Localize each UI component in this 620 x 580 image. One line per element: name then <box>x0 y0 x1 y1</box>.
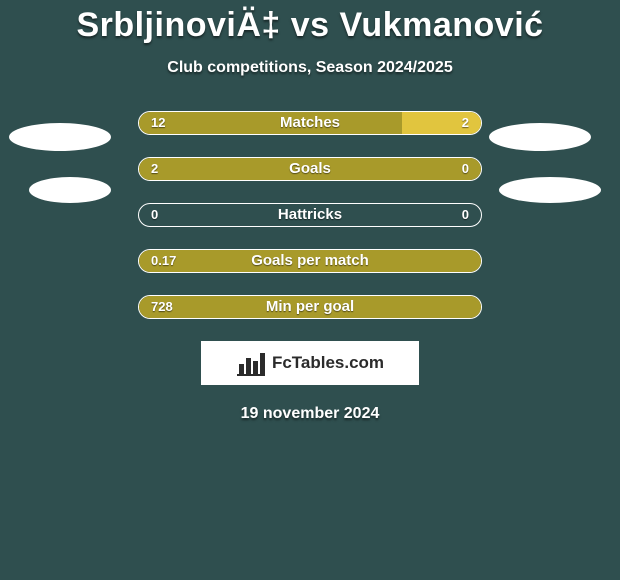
decorative-ellipse <box>499 177 601 203</box>
subtitle: Club competitions, Season 2024/2025 <box>0 59 620 77</box>
bar-right-fill <box>402 112 481 134</box>
brand-badge: FcTables.com <box>201 341 419 385</box>
bar-row: Hattricks0 0 <box>138 203 482 227</box>
bar-left-fill <box>139 158 481 180</box>
bar-value-left: 0 <box>151 204 158 226</box>
bar-row: Min per goal728 <box>138 295 482 319</box>
bar-label: Hattricks <box>139 204 481 226</box>
bar-left-fill <box>139 250 481 272</box>
decorative-ellipse <box>29 177 111 203</box>
decorative-ellipse <box>9 123 111 151</box>
bar-value-right: 0 <box>462 204 469 226</box>
date-text: 19 november 2024 <box>0 405 620 423</box>
comparison-bars: Matches122 Goals20 Hattricks0 0 Goals per ma… <box>138 111 482 319</box>
bar-row: Matches122 <box>138 111 482 135</box>
decorative-ellipse <box>489 123 591 151</box>
bar-left-fill <box>139 296 481 318</box>
brand-name: FcTables.com <box>272 353 384 373</box>
bar-left-fill <box>139 112 402 134</box>
chart-bars-icon <box>236 350 266 376</box>
bar-row: Goals20 <box>138 157 482 181</box>
bar-row: Goals per match0.17 <box>138 249 482 273</box>
page-title: SrbljinoviÄ‡ vs Vukmanović <box>0 0 620 45</box>
